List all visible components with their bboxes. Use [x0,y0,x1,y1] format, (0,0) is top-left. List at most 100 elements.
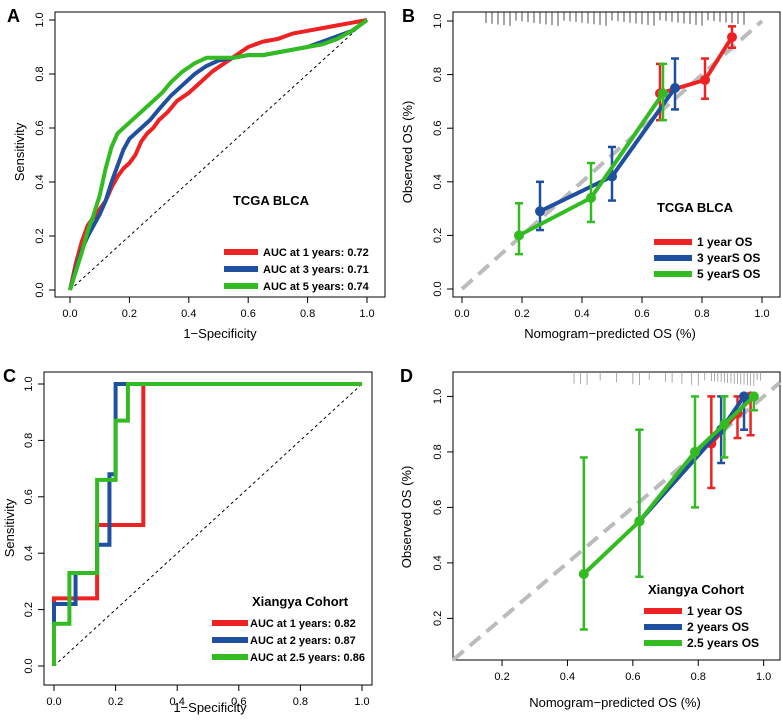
data-point-blue [739,391,750,402]
x-tick-label: 0.6 [625,671,640,683]
data-point-green [514,230,524,241]
x-tick-label: 0.0 [454,308,469,320]
y-tick-label: 0.0 [432,281,444,296]
y-tick-label: 0.6 [432,500,444,515]
legend-label: AUC at 2 years: 0.87 [250,635,356,647]
y-tick-label: 1.0 [23,376,35,391]
plot-frame [54,11,386,298]
legend-label: 1 year OS [687,604,742,618]
panel-c: C 0.0 0.2 0.4 0.6 0.8 1.0 0.0 0.2 0.4 0.6 0.8 1.0 1−S… [2,366,373,715]
data-point-green [578,568,589,579]
y-tick-label: 0.8 [432,444,444,459]
data-point-red [700,74,710,85]
y-tick-label: 0.2 [23,602,35,617]
x-tick-label: 0.4 [574,308,589,320]
y-axis-label: Observed OS (%) [400,101,415,204]
x-tick-label: 0.8 [293,696,308,708]
legend-label: AUC at 1 years: 0.72 [263,247,369,259]
data-point-blue [670,83,680,93]
y-tick-label: 0.6 [432,121,444,136]
data-point-green [748,391,759,402]
data-point-green [719,419,730,430]
x-axis-label: Nomogram−predicted OS (%) [524,326,696,341]
x-tick-label: 0.8 [300,308,315,320]
y-tick-label: 0.2 [34,228,46,243]
y-axis-label: Sensitivity [2,498,17,557]
x-tick-label: 1.0 [754,308,769,320]
plot-frame [43,371,373,686]
y-tick-label: 0.4 [432,174,444,189]
panel-b: B 0.0 0.2 0.4 0.6 0.8 1.0 0.0 0.2 0.4 0.6 0.8 1.0 Nom… [400,6,781,341]
data-point-green [634,516,645,527]
x-tick-label: 0.8 [694,308,709,320]
x-tick-label: 0.4 [181,308,196,320]
legend-label: 3 yearS OS [697,251,760,265]
x-tick-label: 0.4 [560,671,575,683]
x-axis-label: 1−Specificity [173,700,247,715]
x-tick-label: 1.0 [354,696,369,708]
x-tick-label: 0.0 [46,696,61,708]
data-point-red [727,32,737,43]
plot-frame [452,11,781,298]
y-tick-label: 0.4 [23,546,35,561]
y-tick-label: 0.8 [432,67,444,82]
x-tick-label: 0.6 [634,308,649,320]
y-tick-label: 0.0 [23,658,35,673]
legend-title: Xiangya Cohort [648,582,745,597]
data-point-green [586,192,596,203]
y-tick-label: 1.0 [432,13,444,28]
y-tick-label: 1.0 [34,12,46,27]
legend-label: AUC at 3 years: 0.71 [263,264,369,276]
x-tick-label: 0.2 [494,671,509,683]
x-tick-label: 0.6 [231,696,246,708]
y-tick-label: 1.0 [432,389,444,404]
legend-label: 5 yearS OS [697,267,760,281]
y-tick-label: 0.6 [23,489,35,504]
x-tick-label: 0.2 [108,696,123,708]
legend-label: 1 year OS [697,235,752,249]
y-tick-label: 0.6 [34,120,46,135]
calibration-line-red [659,36,734,96]
panel-label: B [402,6,415,26]
y-tick-label: 0.0 [34,282,46,297]
roc-line-green [68,18,369,291]
x-tick-label: 1.0 [359,308,374,320]
panel-label: C [3,366,16,386]
ideal-diagonal [451,381,782,662]
x-axis-label: Nomogram−predicted OS (%) [529,695,701,710]
x-tick-label: 0.2 [514,308,529,320]
data-point-blue [535,206,545,217]
x-tick-label: 1.0 [756,671,771,683]
y-tick-label: 0.2 [432,228,444,243]
data-point-green [658,88,668,99]
y-tick-label: 0.4 [34,174,46,189]
panel-d: D 0.2 0.4 0.6 0.8 1.0 0.2 0.4 0.6 0.8 1.0 Nomogram−… [399,366,782,710]
legend-title: Xiangya Cohort [252,594,349,609]
y-axis-label: Sensitivity [12,122,27,181]
panel-a: A 0.0 0.2 0.4 0.6 0.8 1.0 0.0 0.2 0.4 0.6 0.8 1.0 1−S… [7,6,386,341]
panel-label: A [7,6,20,26]
x-tick-label: 0.0 [62,308,77,320]
y-tick-label: 0.4 [432,555,444,570]
x-tick-label: 0.8 [691,671,706,683]
data-point-green [689,446,700,457]
legend-label: AUC at 1 years: 0.82 [250,618,356,630]
reference-diagonal [69,19,368,291]
y-tick-label: 0.8 [34,66,46,81]
y-tick-label: 0.8 [23,433,35,448]
panel-label: D [400,366,413,386]
legend-label: 2.5 years OS [687,636,759,650]
x-tick-label: 0.2 [122,308,137,320]
roc-line-green [52,382,362,666]
x-axis-label: 1−Specificity [183,326,257,341]
y-axis-label: Observed OS (%) [399,466,414,569]
legend-label: 2 years OS [687,620,749,634]
x-tick-label: 0.4 [170,696,185,708]
legend-label: AUC at 5 years: 0.74 [263,281,370,293]
x-tick-label: 0.6 [241,308,256,320]
legend-title: TCGA BLCA [657,200,734,215]
legend-label: AUC at 2.5 years: 0.86 [250,652,365,664]
y-tick-label: 0.2 [432,611,444,626]
